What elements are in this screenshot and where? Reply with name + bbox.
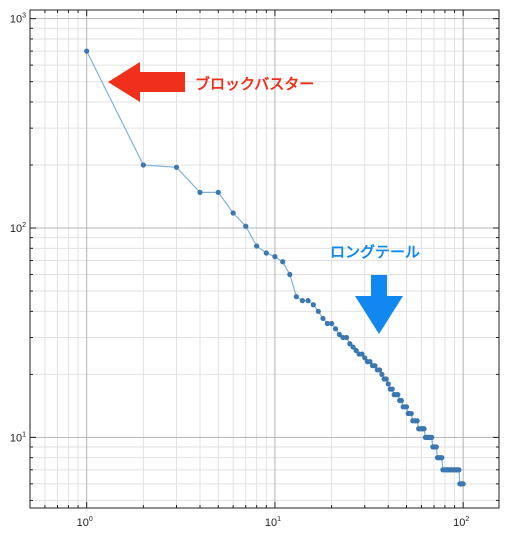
x-tick-label: 102 [453, 516, 469, 529]
data-point [299, 298, 306, 304]
data-point [315, 308, 321, 314]
y-tick-labels: 101 102 103 [10, 13, 26, 445]
data-point [379, 371, 385, 377]
y-tick-label: 102 [10, 222, 26, 235]
data-point [367, 359, 373, 365]
major-gridlines [30, 10, 499, 508]
data-point [383, 376, 389, 382]
x-tick-labels: 100 101 102 [77, 516, 470, 529]
data-point [408, 410, 414, 417]
data-point [328, 320, 335, 327]
data-point [429, 434, 435, 440]
data-point [389, 386, 395, 392]
data-point [460, 481, 466, 487]
data-point [385, 381, 391, 387]
blockbuster-arrow [108, 62, 185, 102]
minor-gridlines [29, 10, 499, 508]
data-point [140, 162, 146, 168]
data-point [347, 341, 353, 347]
data-point [324, 320, 330, 327]
data-point [403, 404, 410, 410]
data-point [305, 298, 311, 304]
longtail-arrow [355, 275, 403, 334]
x-tick-label: 100 [77, 516, 93, 529]
y-tick-label: 103 [10, 13, 26, 26]
y-tick-label: 101 [10, 431, 26, 444]
data-point [272, 254, 278, 260]
data-point [421, 426, 427, 432]
data-point [377, 367, 383, 373]
data-point [310, 302, 316, 308]
data-point [280, 259, 286, 265]
data-point [456, 467, 462, 473]
data-point [414, 418, 420, 424]
data-point [433, 444, 439, 450]
data-point [395, 392, 401, 398]
data-point [287, 271, 293, 278]
data-point [336, 331, 342, 338]
data-point [362, 355, 368, 361]
blockbuster-label: ブロックバスター [195, 75, 314, 93]
data-point [439, 455, 445, 461]
data-point [372, 363, 378, 369]
data-point [230, 210, 236, 216]
plot-frame [29, 9, 500, 509]
data-point [398, 397, 405, 404]
data-point [215, 189, 221, 195]
series-layer [84, 48, 466, 487]
data-point [254, 243, 260, 249]
x-tick-label: 101 [265, 516, 281, 529]
data-point [197, 189, 203, 195]
data-point [84, 48, 90, 54]
data-point [353, 347, 359, 354]
data-point [359, 351, 365, 357]
data-point [243, 223, 249, 229]
data-point [343, 334, 350, 341]
data-point [293, 294, 299, 300]
data-point [350, 344, 356, 350]
axis-tick-marks [29, 10, 499, 508]
longtail-label: ロングテール [330, 243, 420, 261]
data-point [332, 326, 339, 332]
data-point [173, 164, 180, 170]
data-point [263, 250, 269, 256]
data-point [320, 315, 326, 322]
